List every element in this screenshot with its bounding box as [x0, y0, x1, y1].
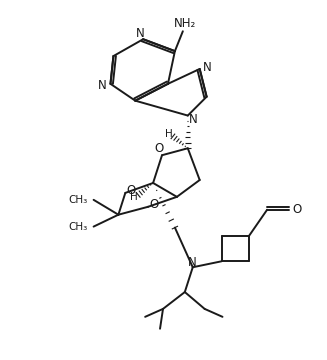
Text: O: O [149, 198, 159, 211]
Text: N: N [136, 27, 145, 40]
Text: O: O [154, 142, 164, 155]
Text: CH₃: CH₃ [68, 222, 87, 231]
Text: CH₃: CH₃ [68, 195, 87, 205]
Text: N: N [188, 256, 197, 269]
Text: N: N [203, 62, 212, 75]
Text: NH₂: NH₂ [174, 17, 196, 30]
Text: H: H [130, 192, 138, 202]
Text: O: O [127, 184, 136, 197]
Text: H: H [165, 129, 173, 139]
Text: N: N [189, 113, 198, 126]
Text: O: O [292, 203, 301, 216]
Text: N: N [98, 79, 107, 92]
